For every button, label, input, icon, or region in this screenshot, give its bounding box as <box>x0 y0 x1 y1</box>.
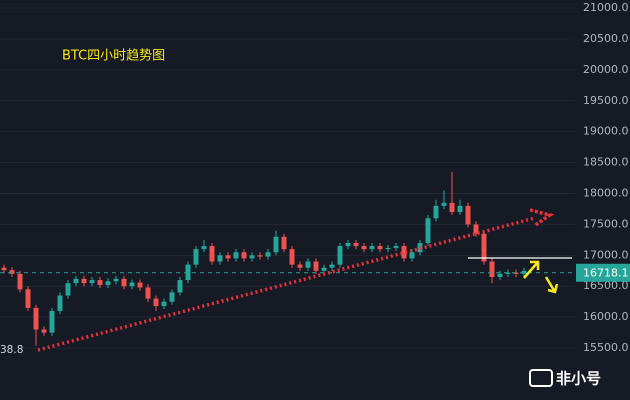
candle-body <box>89 280 95 284</box>
candle-body <box>9 270 15 274</box>
y-tick-label: 18000.0 <box>583 187 629 200</box>
down-arrow <box>544 276 559 294</box>
candle-body <box>33 307 39 330</box>
candle-body <box>481 233 487 262</box>
candle-body <box>145 287 151 299</box>
candle-body <box>281 236 287 250</box>
candle-body <box>97 280 103 286</box>
candle-body <box>137 282 143 288</box>
candle-body <box>25 289 31 308</box>
candle-body <box>353 242 359 247</box>
candle-body <box>393 246 399 248</box>
candle-body <box>289 249 295 265</box>
candle-body <box>433 205 439 219</box>
candle-body <box>449 202 455 213</box>
candle-body <box>441 202 447 206</box>
candle-body <box>233 252 239 259</box>
y-tick-label: 16000.0 <box>583 310 629 323</box>
candle-body <box>513 272 519 274</box>
watermark: 非小号 <box>529 369 601 388</box>
candle-body <box>321 267 327 271</box>
candle-body <box>313 261 319 271</box>
candles <box>0 171 575 346</box>
candle-body <box>169 292 175 302</box>
watermark-text: 非小号 <box>556 370 601 388</box>
y-tick-label: 17000.0 <box>583 248 629 261</box>
candle-body <box>201 246 207 250</box>
candle-body <box>369 246 375 250</box>
candle-body <box>297 264 303 268</box>
candle-body <box>377 246 383 250</box>
candle-body <box>505 272 511 274</box>
chart-title: BTC四小时趋势图 <box>62 48 165 64</box>
y-tick-label: 17500.0 <box>583 217 629 230</box>
candle-body <box>265 252 271 257</box>
y-tick-label: 21000.0 <box>583 1 629 14</box>
candle-body <box>105 281 111 286</box>
candle-body <box>329 264 335 268</box>
candle-body <box>273 236 279 253</box>
last-price-tag <box>576 263 630 282</box>
last-price-label: 16718.1 <box>583 266 629 279</box>
logo-icon <box>529 369 553 387</box>
candle-body <box>161 301 167 307</box>
candle-body <box>473 224 479 234</box>
candle-body <box>49 310 55 333</box>
candle-body <box>337 246 343 265</box>
candle-body <box>193 249 199 265</box>
candle-body <box>257 255 263 257</box>
candle-body <box>177 280 183 293</box>
candle-body <box>209 246 215 262</box>
y-tick-label: 19500.0 <box>583 94 629 107</box>
candle-body <box>121 278 127 287</box>
candle-body <box>465 205 471 225</box>
candle-body <box>345 242 351 247</box>
trend-line <box>37 216 536 352</box>
candle-body <box>65 283 71 296</box>
y-tick-label: 15500.0 <box>583 341 629 354</box>
candle-body <box>113 278 119 282</box>
candle-body <box>249 255 255 259</box>
candle-body <box>153 298 159 307</box>
y-tick-label: 20000.0 <box>583 63 629 76</box>
grid <box>0 7 575 349</box>
candle-body <box>385 247 391 250</box>
candle-body <box>401 246 407 259</box>
candle-body <box>457 205 463 213</box>
candle-body <box>497 273 503 277</box>
candle-body <box>41 329 47 333</box>
y-tick-label: 16500.0 <box>583 279 629 292</box>
candle-body <box>81 278 87 284</box>
axis-background <box>575 0 630 400</box>
y-tick-label: 18500.0 <box>583 156 629 169</box>
candle-body <box>217 255 223 262</box>
candle-body <box>1 267 7 271</box>
candle-body <box>241 252 247 259</box>
y-axis: 15500.0 16000.0 16500.0 17000.0 17500.0 18000… <box>575 0 630 400</box>
candle-body <box>425 218 431 243</box>
trend-arrow-head <box>529 208 555 228</box>
low-label: 38.8 <box>0 344 23 356</box>
y-tick-label: 19000.0 <box>583 125 629 138</box>
candle-body <box>57 295 63 311</box>
candle-body <box>17 273 23 290</box>
candle-body <box>73 278 79 284</box>
y-tick-label: 20500.0 <box>583 32 629 45</box>
candle-body <box>489 261 495 277</box>
candle-body <box>305 261 311 268</box>
up-arrow <box>523 260 540 279</box>
candle-body <box>225 255 231 259</box>
candle-body <box>129 282 135 287</box>
candle-body <box>409 252 415 259</box>
candle-body <box>361 246 367 250</box>
